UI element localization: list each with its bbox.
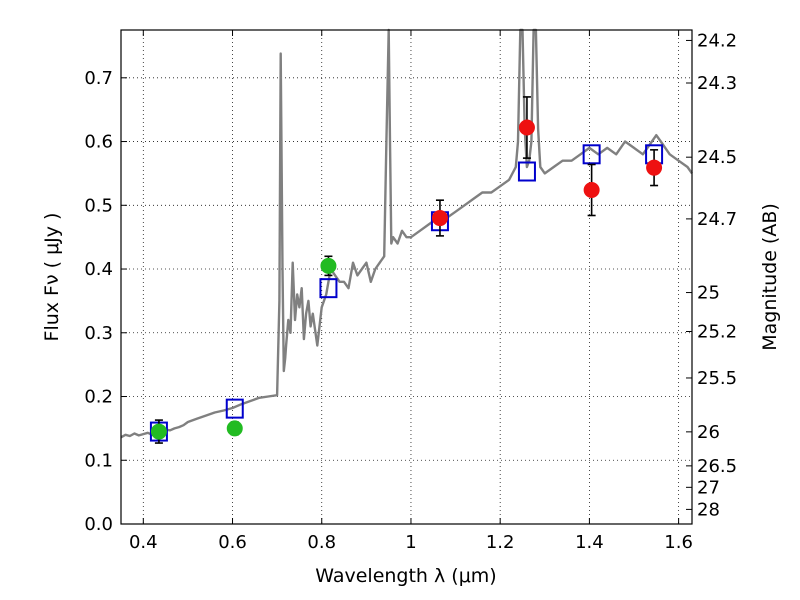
x-tick-label: 0.6 bbox=[218, 532, 247, 553]
spectrum-line bbox=[120, 28, 693, 439]
photometry-point bbox=[646, 159, 663, 176]
photometry-point bbox=[583, 181, 600, 198]
y-tick-label: 0.2 bbox=[84, 387, 113, 408]
tick-marks bbox=[121, 30, 692, 525]
mag-tick-label: 26 bbox=[697, 422, 720, 443]
photometry-point bbox=[431, 210, 448, 227]
mag-tick-label: 24.3 bbox=[697, 73, 737, 94]
y-tick-label: 0.1 bbox=[84, 450, 113, 471]
photometry-point bbox=[150, 423, 167, 440]
x-tick-label: 1.2 bbox=[486, 532, 515, 553]
y-tick-label: 0.0 bbox=[84, 514, 113, 535]
mag-tick-label: 25 bbox=[697, 283, 720, 304]
plot-background bbox=[121, 30, 692, 524]
mag-tick-label: 24.2 bbox=[697, 30, 737, 51]
y-axis-title: Flux Fν ( μJy ) bbox=[41, 213, 63, 342]
tick-labels: 0.4 0.6 0.8 1 1.2 1.4 1.6 0.0 0.1 0.2 0.3 0.4 0.5 0.6… bbox=[84, 30, 737, 553]
y-tick-label: 0.7 bbox=[84, 68, 113, 89]
photometry-point bbox=[320, 257, 337, 274]
y-tick-label: 0.3 bbox=[84, 323, 113, 344]
mag-tick-label: 26.5 bbox=[697, 456, 737, 477]
x-tick-label: 1 bbox=[405, 532, 416, 553]
mag-tick-label: 24.7 bbox=[697, 209, 737, 230]
model-square-point bbox=[582, 144, 601, 165]
photometry-point bbox=[518, 119, 535, 136]
mag-tick-label: 25.2 bbox=[697, 321, 737, 342]
y-tick-label: 0.5 bbox=[84, 195, 113, 216]
x-tick-label: 0.8 bbox=[307, 532, 336, 553]
mag-tick-label: 25.5 bbox=[697, 368, 737, 389]
mag-tick-label: 24.5 bbox=[697, 147, 737, 168]
y2-axis-title: Magnitude (AB) bbox=[759, 203, 781, 351]
x-tick-label: 1.6 bbox=[664, 532, 693, 553]
y-tick-label: 0.6 bbox=[84, 132, 113, 153]
model-square-point bbox=[225, 398, 244, 419]
y-tick-label: 0.4 bbox=[84, 259, 113, 280]
x-axis-title: Wavelength λ (μm) bbox=[315, 565, 496, 587]
model-square-point bbox=[517, 161, 536, 182]
photometry-point bbox=[226, 420, 243, 437]
mag-tick-label: 27 bbox=[697, 477, 720, 498]
x-tick-label: 0.4 bbox=[129, 532, 158, 553]
data-layer bbox=[120, 28, 693, 444]
mag-tick-label: 28 bbox=[697, 499, 720, 520]
plot-frame bbox=[120, 29, 693, 525]
x-tick-label: 1.4 bbox=[575, 532, 604, 553]
model-square-point bbox=[319, 278, 338, 299]
